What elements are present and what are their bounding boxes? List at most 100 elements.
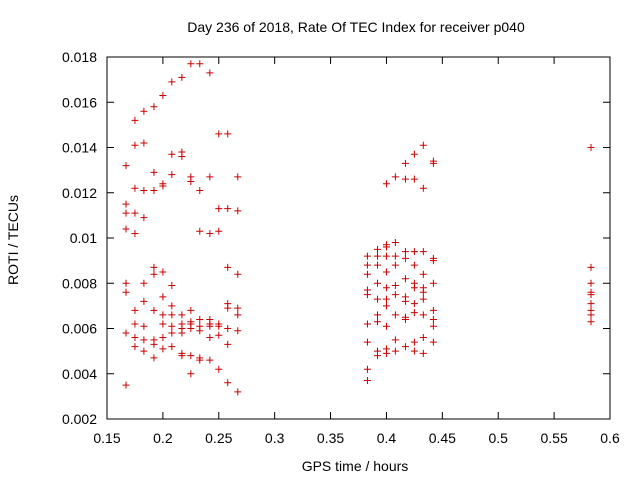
data-point — [382, 349, 390, 357]
data-point — [374, 252, 382, 260]
data-point — [122, 381, 130, 389]
y-tick-label: 0.01 — [70, 230, 97, 246]
data-point — [401, 275, 409, 283]
data-point — [401, 343, 409, 351]
data-point — [391, 261, 399, 269]
data-point — [401, 297, 409, 305]
data-point — [140, 322, 148, 330]
data-point — [178, 329, 186, 337]
data-point — [159, 91, 167, 99]
x-tick-label: 0.2 — [153, 430, 173, 446]
x-tick-label: 0.35 — [317, 430, 344, 446]
data-point — [122, 200, 130, 208]
data-point — [206, 356, 214, 364]
x-tick-label: 0.6 — [600, 430, 620, 446]
data-point — [140, 107, 148, 115]
data-point — [382, 302, 390, 310]
data-point — [131, 343, 139, 351]
data-point — [168, 322, 176, 330]
data-point — [391, 336, 399, 344]
x-tick-label: 0.45 — [429, 430, 456, 446]
data-point — [419, 349, 427, 357]
data-point — [131, 184, 139, 192]
data-point — [382, 252, 390, 260]
data-point — [587, 279, 595, 287]
data-point — [159, 345, 167, 353]
y-tick-label: 0.014 — [62, 140, 97, 156]
data-point — [391, 347, 399, 355]
data-point — [187, 60, 195, 68]
data-point — [122, 162, 130, 170]
x-tick-label: 0.15 — [93, 430, 120, 446]
data-point — [140, 297, 148, 305]
data-point — [429, 257, 437, 265]
x-tick-label: 0.55 — [540, 430, 567, 446]
data-points — [122, 60, 595, 396]
data-point — [168, 302, 176, 310]
data-point — [410, 150, 418, 158]
x-tick-label: 0.3 — [265, 430, 285, 446]
data-point — [234, 304, 242, 312]
data-point — [196, 186, 204, 194]
data-point — [224, 340, 232, 348]
data-point — [410, 284, 418, 292]
data-point — [215, 322, 223, 330]
data-point — [159, 334, 167, 342]
data-point — [401, 254, 409, 262]
data-point — [374, 295, 382, 303]
data-point — [196, 327, 204, 335]
data-point — [419, 288, 427, 296]
data-point — [140, 139, 148, 147]
data-point — [140, 336, 148, 344]
x-tick-label: 0.4 — [377, 430, 397, 446]
data-point — [159, 268, 167, 276]
data-point — [587, 144, 595, 151]
data-point — [429, 279, 437, 287]
data-point — [374, 311, 382, 319]
data-point — [178, 73, 186, 81]
data-point — [150, 186, 158, 194]
data-point — [401, 315, 409, 323]
data-point — [410, 248, 418, 256]
data-point — [234, 173, 242, 181]
data-point — [391, 173, 399, 181]
y-axis-label: ROTI / TECUs — [5, 195, 21, 285]
data-point — [206, 173, 214, 181]
data-point — [429, 159, 437, 167]
y-tick-label: 0.008 — [62, 275, 97, 291]
data-point — [168, 150, 176, 158]
chart-title: Day 236 of 2018, Rate Of TEC Index for r… — [187, 19, 525, 35]
data-point — [587, 311, 595, 319]
y-tick-label: 0.012 — [62, 185, 97, 201]
data-point — [206, 334, 214, 342]
data-point — [187, 352, 195, 360]
y-tick-label: 0.016 — [62, 94, 97, 110]
data-point — [206, 69, 214, 77]
data-point — [374, 279, 382, 287]
data-point — [419, 248, 427, 256]
x-tick-label: 0.25 — [205, 430, 232, 446]
data-point — [150, 263, 158, 271]
data-point — [187, 177, 195, 185]
data-point — [429, 322, 437, 330]
data-point — [178, 352, 186, 360]
y-tick-label: 0.018 — [62, 49, 97, 65]
data-point — [391, 291, 399, 299]
data-point — [140, 347, 148, 355]
data-point — [587, 318, 595, 326]
data-point — [363, 365, 371, 373]
data-point — [159, 182, 167, 190]
data-point — [168, 282, 176, 290]
data-point — [215, 130, 223, 138]
data-point — [196, 356, 204, 364]
data-point — [150, 306, 158, 314]
data-point — [122, 329, 130, 337]
data-point — [122, 225, 130, 233]
data-point — [374, 352, 382, 360]
data-point — [196, 60, 204, 68]
data-point — [187, 325, 195, 332]
data-point — [234, 270, 242, 278]
data-point — [587, 300, 595, 308]
y-tick-label: 0.004 — [62, 366, 97, 382]
